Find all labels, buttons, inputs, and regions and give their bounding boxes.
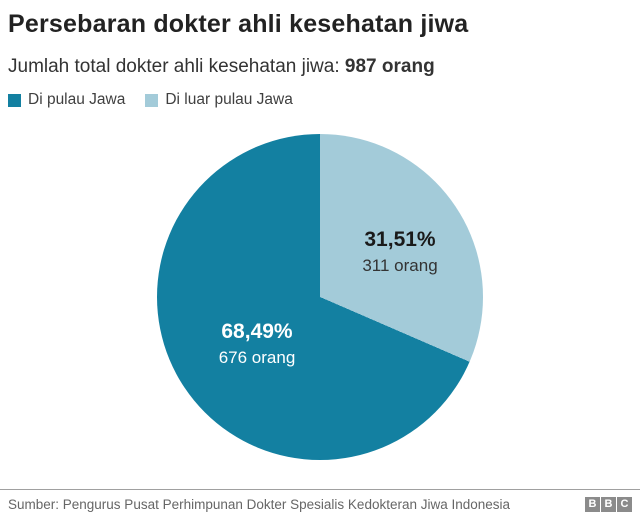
chart-subtitle: Jumlah total dokter ahli kesehatan jiwa:… xyxy=(8,56,435,78)
subtitle-total: 987 orang xyxy=(344,56,435,77)
legend-label-luar-jawa: Di luar pulau Jawa xyxy=(165,91,293,108)
legend-swatch-luar-jawa xyxy=(145,93,159,107)
source-attribution: Sumber: Pengurus Pusat Perhimpunan Dokte… xyxy=(8,497,511,512)
subtitle-text: Jumlah total dokter ahli kesehatan jiwa: xyxy=(8,56,345,77)
footer-divider xyxy=(0,489,640,490)
legend-swatch-jawa xyxy=(8,93,21,107)
slice-value-luar-jawa: 311 orang xyxy=(362,255,438,275)
legend-label-jawa: Di pulau Jawa xyxy=(28,91,126,108)
bbc-logo: B B C xyxy=(585,497,632,512)
bbc-logo-block-2: B xyxy=(601,497,616,512)
bbc-logo-block-3: C xyxy=(617,497,632,512)
slice-percent-jawa: 68,49% xyxy=(221,320,293,343)
legend-item-luar-jawa: Di luar pulau Jawa xyxy=(145,91,293,109)
slice-label-luar-jawa: 31,51% 311 orang xyxy=(335,228,465,276)
legend-item-jawa: Di pulau Jawa xyxy=(8,91,125,109)
slice-label-jawa: 68,49% 676 orang xyxy=(192,320,322,368)
slice-value-jawa: 676 orang xyxy=(218,347,296,367)
pie-chart xyxy=(157,134,483,460)
chart-legend: Di pulau Jawa Di luar pulau Jawa xyxy=(8,91,293,109)
page-title: Persebaran dokter ahli kesehatan jiwa xyxy=(8,10,469,38)
slice-percent-luar-jawa: 31,51% xyxy=(364,228,436,251)
bbc-logo-block-1: B xyxy=(585,497,600,512)
